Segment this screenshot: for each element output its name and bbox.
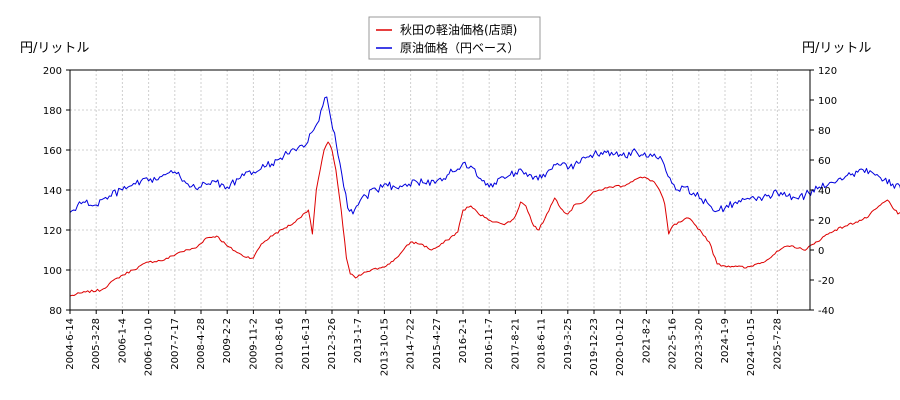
legend-label-akita-diesel: 秋田の軽油価格(店頭) [400,22,517,37]
legend: 秋田の軽油価格(店頭) 原油価格（円ベース） [368,16,541,60]
x-tick-label: 2006-10-10 [144,318,155,376]
right-axis: -40 -20 0 20 40 60 80 100 120 [810,66,837,317]
right-axis-unit: 円/リットル [802,41,871,56]
x-tick-label: 2019-3-25 [563,318,574,370]
x-tick-label: 2005-3-28 [91,318,102,370]
x-tick-label: 2014-7-22 [406,318,417,370]
right-tick-label: 80 [818,126,831,137]
right-tick-label: -20 [818,276,834,287]
right-tick-label: 0 [818,246,824,257]
x-tick-label: 2009-2-2 [222,318,233,363]
x-tick-label: 2024-1-9 [720,318,731,363]
x-tick-label: 2020-10-12 [615,318,626,376]
left-tick-label: 100 [43,266,62,277]
left-tick-label: 120 [43,226,62,237]
left-tick-label: 80 [49,306,62,317]
left-axis: 80 100 120 140 160 180 200 [43,66,70,317]
x-tick-label: 2023-3-20 [694,318,705,370]
x-tick-label: 2016-11-7 [484,318,495,370]
left-tick-label: 180 [43,106,62,117]
x-tick-label: 2011-6-13 [301,318,312,370]
x-tick-label: 2008-4-28 [196,318,207,370]
x-tick-label: 2018-6-11 [537,318,548,370]
right-tick-label: 60 [818,156,831,167]
grid-lines [69,69,810,311]
x-tick-label: 2017-8-21 [510,318,521,370]
x-tick-label: 2012-3-26 [327,318,338,370]
x-tick-label: 2021-8-2 [641,318,652,363]
x-tick-label: 2009-11-2 [248,318,259,370]
series-line-crude-oil [69,96,900,215]
right-tick-label: 40 [818,186,831,197]
x-tick-label: 2004-6-14 [65,318,76,370]
right-tick-label: -40 [818,306,834,317]
x-tick-label: 2016-2-1 [458,318,469,363]
x-tick-label: 2010-8-16 [275,318,286,370]
right-tick-label: 120 [818,66,837,77]
left-tick-label: 200 [43,66,62,77]
series-layer [69,96,900,297]
x-tick-label: 2025-7-28 [772,318,783,370]
x-tick-label: 2022-5-16 [668,318,679,370]
right-tick-label: 20 [818,216,831,227]
right-tick-label: 100 [818,96,837,107]
x-tick-label: 2013-1-7 [353,318,364,363]
series-line-akita-diesel [69,141,900,297]
x-tick-label: 2024-10-15 [746,318,757,376]
x-tick-label: 2013-10-15 [379,318,390,376]
left-axis-unit: 円/リットル [20,41,89,56]
legend-label-crude-oil: 原油価格（円ベース） [400,40,519,55]
x-tick-label: 2015-4-27 [432,318,443,370]
x-tick-label: 2007-7-17 [170,318,181,370]
x-tick-label: 2006-1-4 [117,318,128,363]
left-tick-label: 160 [43,146,62,157]
x-tick-label: 2019-12-23 [589,318,600,376]
left-tick-label: 140 [43,186,62,197]
legend-box [368,16,541,60]
x-axis: 2004-6-14 2005-3-28 2006-1-4 2006-10-10 2007… [65,310,783,376]
